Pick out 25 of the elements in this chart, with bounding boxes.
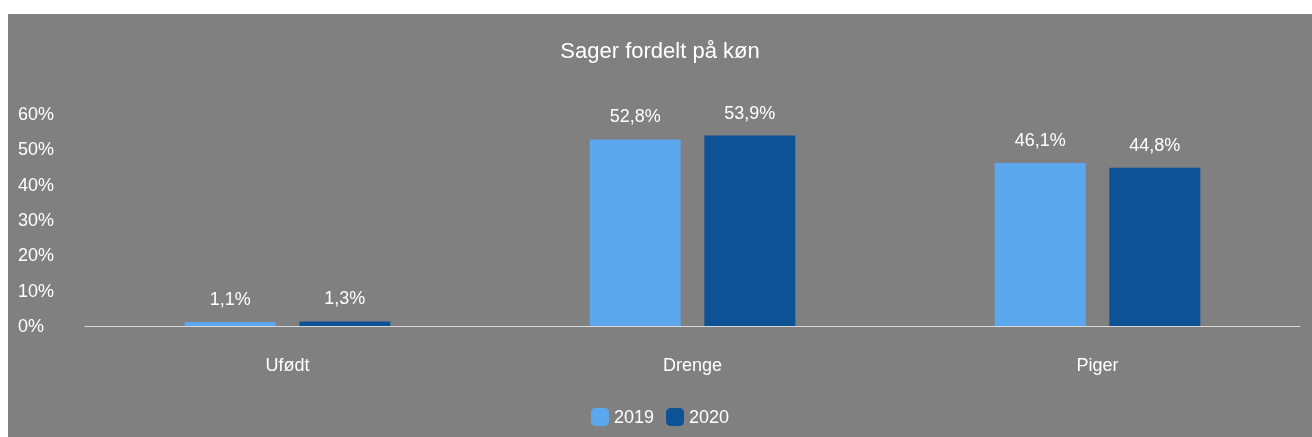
bar xyxy=(704,135,796,326)
y-tick-label: 50% xyxy=(18,139,55,160)
x-tick-label: Ufødt xyxy=(265,355,310,375)
data-label: 53,9% xyxy=(724,102,776,123)
y-tick-label: 60% xyxy=(18,104,55,124)
data-label: 44,8% xyxy=(1129,134,1181,155)
bar xyxy=(589,139,681,326)
data-label: 1,1% xyxy=(209,289,251,310)
chart-title: Sager fordelt på køn xyxy=(560,37,760,63)
y-tick-label: 20% xyxy=(18,245,55,266)
legend-label: 2019 xyxy=(613,407,654,427)
legend-label: 2020 xyxy=(689,407,730,427)
y-tick-label: 10% xyxy=(18,280,55,301)
bar xyxy=(184,322,276,326)
data-label: 1,3% xyxy=(324,288,366,309)
data-label: 46,1% xyxy=(1014,130,1066,151)
y-tick-label: 30% xyxy=(18,210,55,230)
x-tick-label: Drenge xyxy=(662,355,723,375)
data-label: 52,8% xyxy=(609,106,661,127)
bar xyxy=(1109,167,1201,326)
bar xyxy=(994,163,1086,326)
y-tick-label: 0% xyxy=(18,316,45,336)
y-tick-label: 40% xyxy=(18,174,55,195)
x-tick-label: Piger xyxy=(1076,355,1119,375)
bar xyxy=(299,321,391,326)
